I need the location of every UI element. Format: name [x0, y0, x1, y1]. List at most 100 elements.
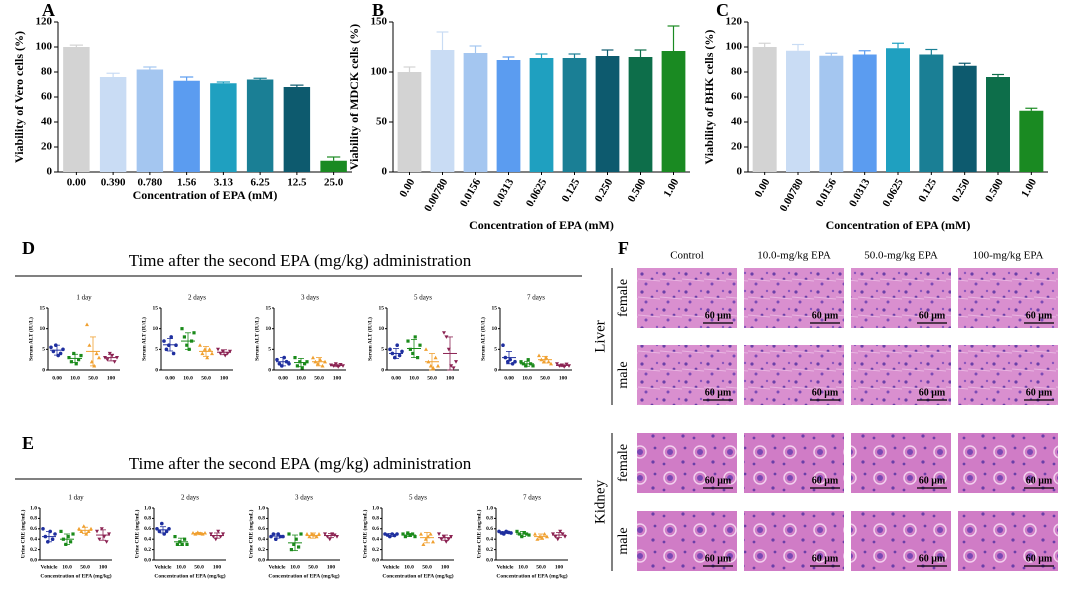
x-tick-label: 3.13	[214, 177, 234, 189]
data-point	[454, 360, 458, 364]
y-tick-label: 0.8	[144, 516, 151, 522]
data-point	[41, 527, 45, 531]
error-bar	[143, 66, 157, 70]
data-point	[221, 532, 225, 536]
scale-bar-label: 60 μm	[705, 387, 732, 398]
data-point	[401, 532, 405, 536]
data-point	[59, 529, 63, 533]
data-point	[564, 362, 569, 367]
y-tick-label: 1.0	[144, 505, 151, 511]
x-tick-label: 1.00	[661, 176, 681, 199]
data-point	[94, 351, 99, 356]
y-tick-label: 1.0	[372, 505, 379, 511]
data-point	[99, 527, 104, 531]
y-tick-label: 20	[731, 141, 743, 153]
data-point	[89, 526, 93, 531]
data-point	[203, 530, 207, 535]
data-point	[85, 322, 89, 327]
row-label: male	[616, 527, 631, 554]
x-tick-label: 100	[333, 375, 342, 381]
x-tick-label: 0.780	[138, 177, 163, 189]
x-tick-label: 6.25	[251, 177, 271, 189]
x-tick-label: 12.5	[287, 177, 307, 189]
error-bar	[180, 76, 194, 81]
data-point	[526, 358, 530, 362]
sd-bar	[280, 357, 286, 367]
x-tick-label: Vehicle	[383, 564, 400, 570]
organ-label: Liver	[592, 320, 608, 352]
x-axis-title: Concentration of EPA (mM)	[826, 218, 971, 232]
error-bar	[1025, 107, 1038, 111]
data-point	[388, 347, 392, 352]
error-bar	[792, 43, 804, 51]
y-tick-label: 0.8	[372, 516, 379, 522]
y-axis-title: Serum ALT (IU/L)	[366, 317, 373, 361]
data-point	[292, 542, 296, 546]
y-tick-label: 80	[41, 66, 53, 78]
x-tick-label: 0.125	[916, 176, 939, 204]
x-tick-label: 100	[441, 564, 450, 570]
y-tick-label: 0	[381, 367, 384, 373]
x-tick-label: 10.0	[176, 564, 186, 570]
y-tick-label: 0	[47, 166, 53, 178]
histology-image	[744, 433, 844, 493]
data-point	[173, 535, 177, 539]
x-axis-title: Concentration of EPA (mg/kg)	[382, 572, 453, 579]
x-tick-label: 100	[446, 375, 455, 381]
scale-bar-label: 60 μm	[919, 310, 946, 321]
data-point	[69, 360, 73, 364]
data-point	[271, 532, 276, 536]
data-point	[171, 351, 176, 356]
x-tick-label: 0.00	[391, 375, 401, 381]
panel-title: 3 days	[301, 294, 319, 302]
bar	[283, 87, 311, 172]
sd-bar	[502, 531, 508, 534]
x-tick-label: 0.0625	[524, 176, 550, 209]
histology-image	[958, 511, 1058, 571]
x-tick-label: 1.56	[177, 177, 197, 189]
x-tick-label: 0.00	[397, 176, 417, 199]
y-tick-label: 1.0	[258, 505, 265, 511]
panel-letter: E	[22, 433, 34, 453]
data-point	[408, 347, 412, 351]
data-point	[79, 353, 83, 358]
data-point	[66, 535, 70, 539]
y-tick-label: 0.4	[144, 536, 151, 542]
data-point	[107, 351, 112, 356]
y-tick-label: 120	[36, 16, 53, 28]
data-point	[320, 363, 325, 368]
scale-bar-label: 60 μm	[919, 387, 946, 398]
bar	[595, 56, 620, 172]
sd-bar	[429, 353, 435, 371]
x-tick-label: 0.0313	[847, 176, 873, 209]
data-point	[182, 335, 186, 339]
x-tick-label: 100	[559, 375, 568, 381]
bar	[852, 54, 877, 172]
sd-bar	[316, 357, 322, 367]
panel-title: 2 days	[188, 294, 206, 302]
sd-bar	[54, 344, 60, 356]
error-bar	[858, 50, 871, 55]
data-point	[513, 359, 517, 364]
data-point	[413, 535, 417, 539]
y-tick-label: 5	[155, 347, 158, 353]
error-bar	[436, 31, 449, 50]
data-point	[411, 351, 415, 356]
x-tick-label: 50.0	[308, 564, 318, 570]
data-point	[79, 529, 84, 533]
y-tick-label: 0	[494, 367, 497, 373]
y-tick-label: 0.4	[486, 536, 493, 542]
sd-bar	[108, 353, 114, 362]
data-point	[169, 335, 173, 339]
data-point	[531, 364, 535, 368]
data-point	[209, 532, 213, 536]
data-point	[216, 347, 220, 352]
section-title: Time after the second EPA (mg/kg) admini…	[129, 454, 472, 473]
y-tick-label: 0	[42, 367, 45, 373]
data-point	[105, 358, 110, 362]
data-point	[95, 529, 99, 534]
data-point	[216, 529, 221, 534]
x-tick-label: 0.250	[593, 176, 616, 204]
x-tick-label: Vehicle	[269, 564, 286, 570]
bar	[173, 80, 200, 172]
